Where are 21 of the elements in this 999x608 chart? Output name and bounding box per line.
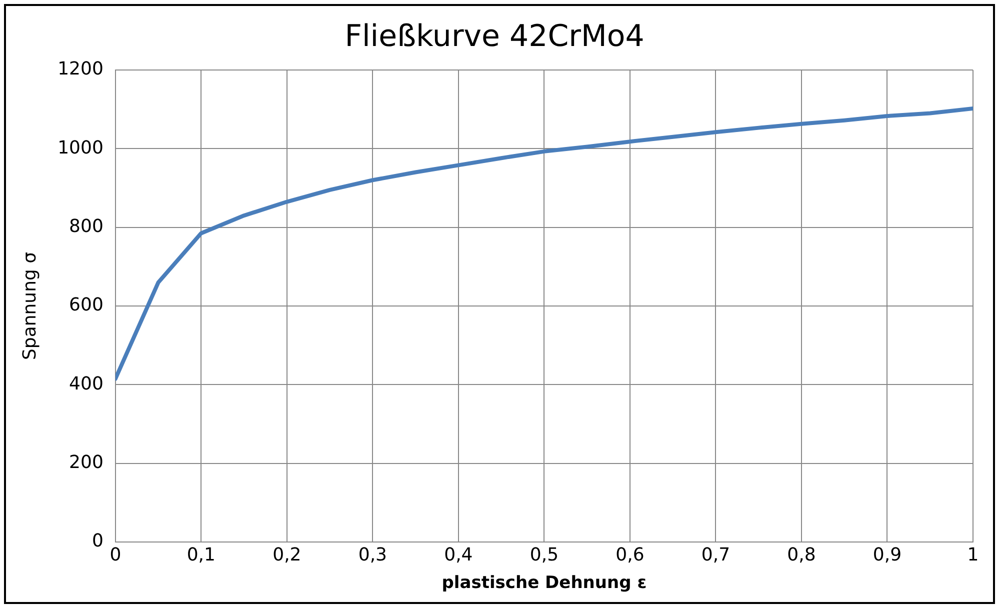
x-tick-label: 0,5 (530, 544, 559, 566)
y-tick-label: 200 (69, 452, 104, 474)
y-tick-label: 800 (69, 216, 104, 238)
y-tick-label: 1200 (58, 58, 104, 80)
chart-title: Fließkurve 42CrMo4 (344, 18, 644, 54)
y-tick-label: 1000 (58, 137, 104, 158)
y-axis-title: Spannung σ (19, 252, 40, 360)
x-tick-label: 0,2 (272, 544, 302, 566)
x-tick-label: 0,7 (701, 544, 730, 566)
x-tick-label: 1 (967, 544, 979, 566)
x-tick-label: 0,3 (358, 544, 388, 566)
x-tick-label: 0,9 (872, 544, 902, 566)
x-axis-title: plastische Dehnung ε (442, 573, 647, 594)
x-tick-label: 0 (110, 544, 122, 566)
x-tick-label: 0,1 (186, 544, 216, 566)
x-tick-label: 0,4 (444, 544, 473, 566)
y-tick-label: 400 (69, 373, 104, 394)
x-tick-label: 0,8 (787, 544, 816, 566)
y-tick-label: 0 (92, 530, 104, 552)
x-tick-label: 0,6 (616, 544, 644, 566)
y-tick-label: 600 (69, 294, 104, 316)
